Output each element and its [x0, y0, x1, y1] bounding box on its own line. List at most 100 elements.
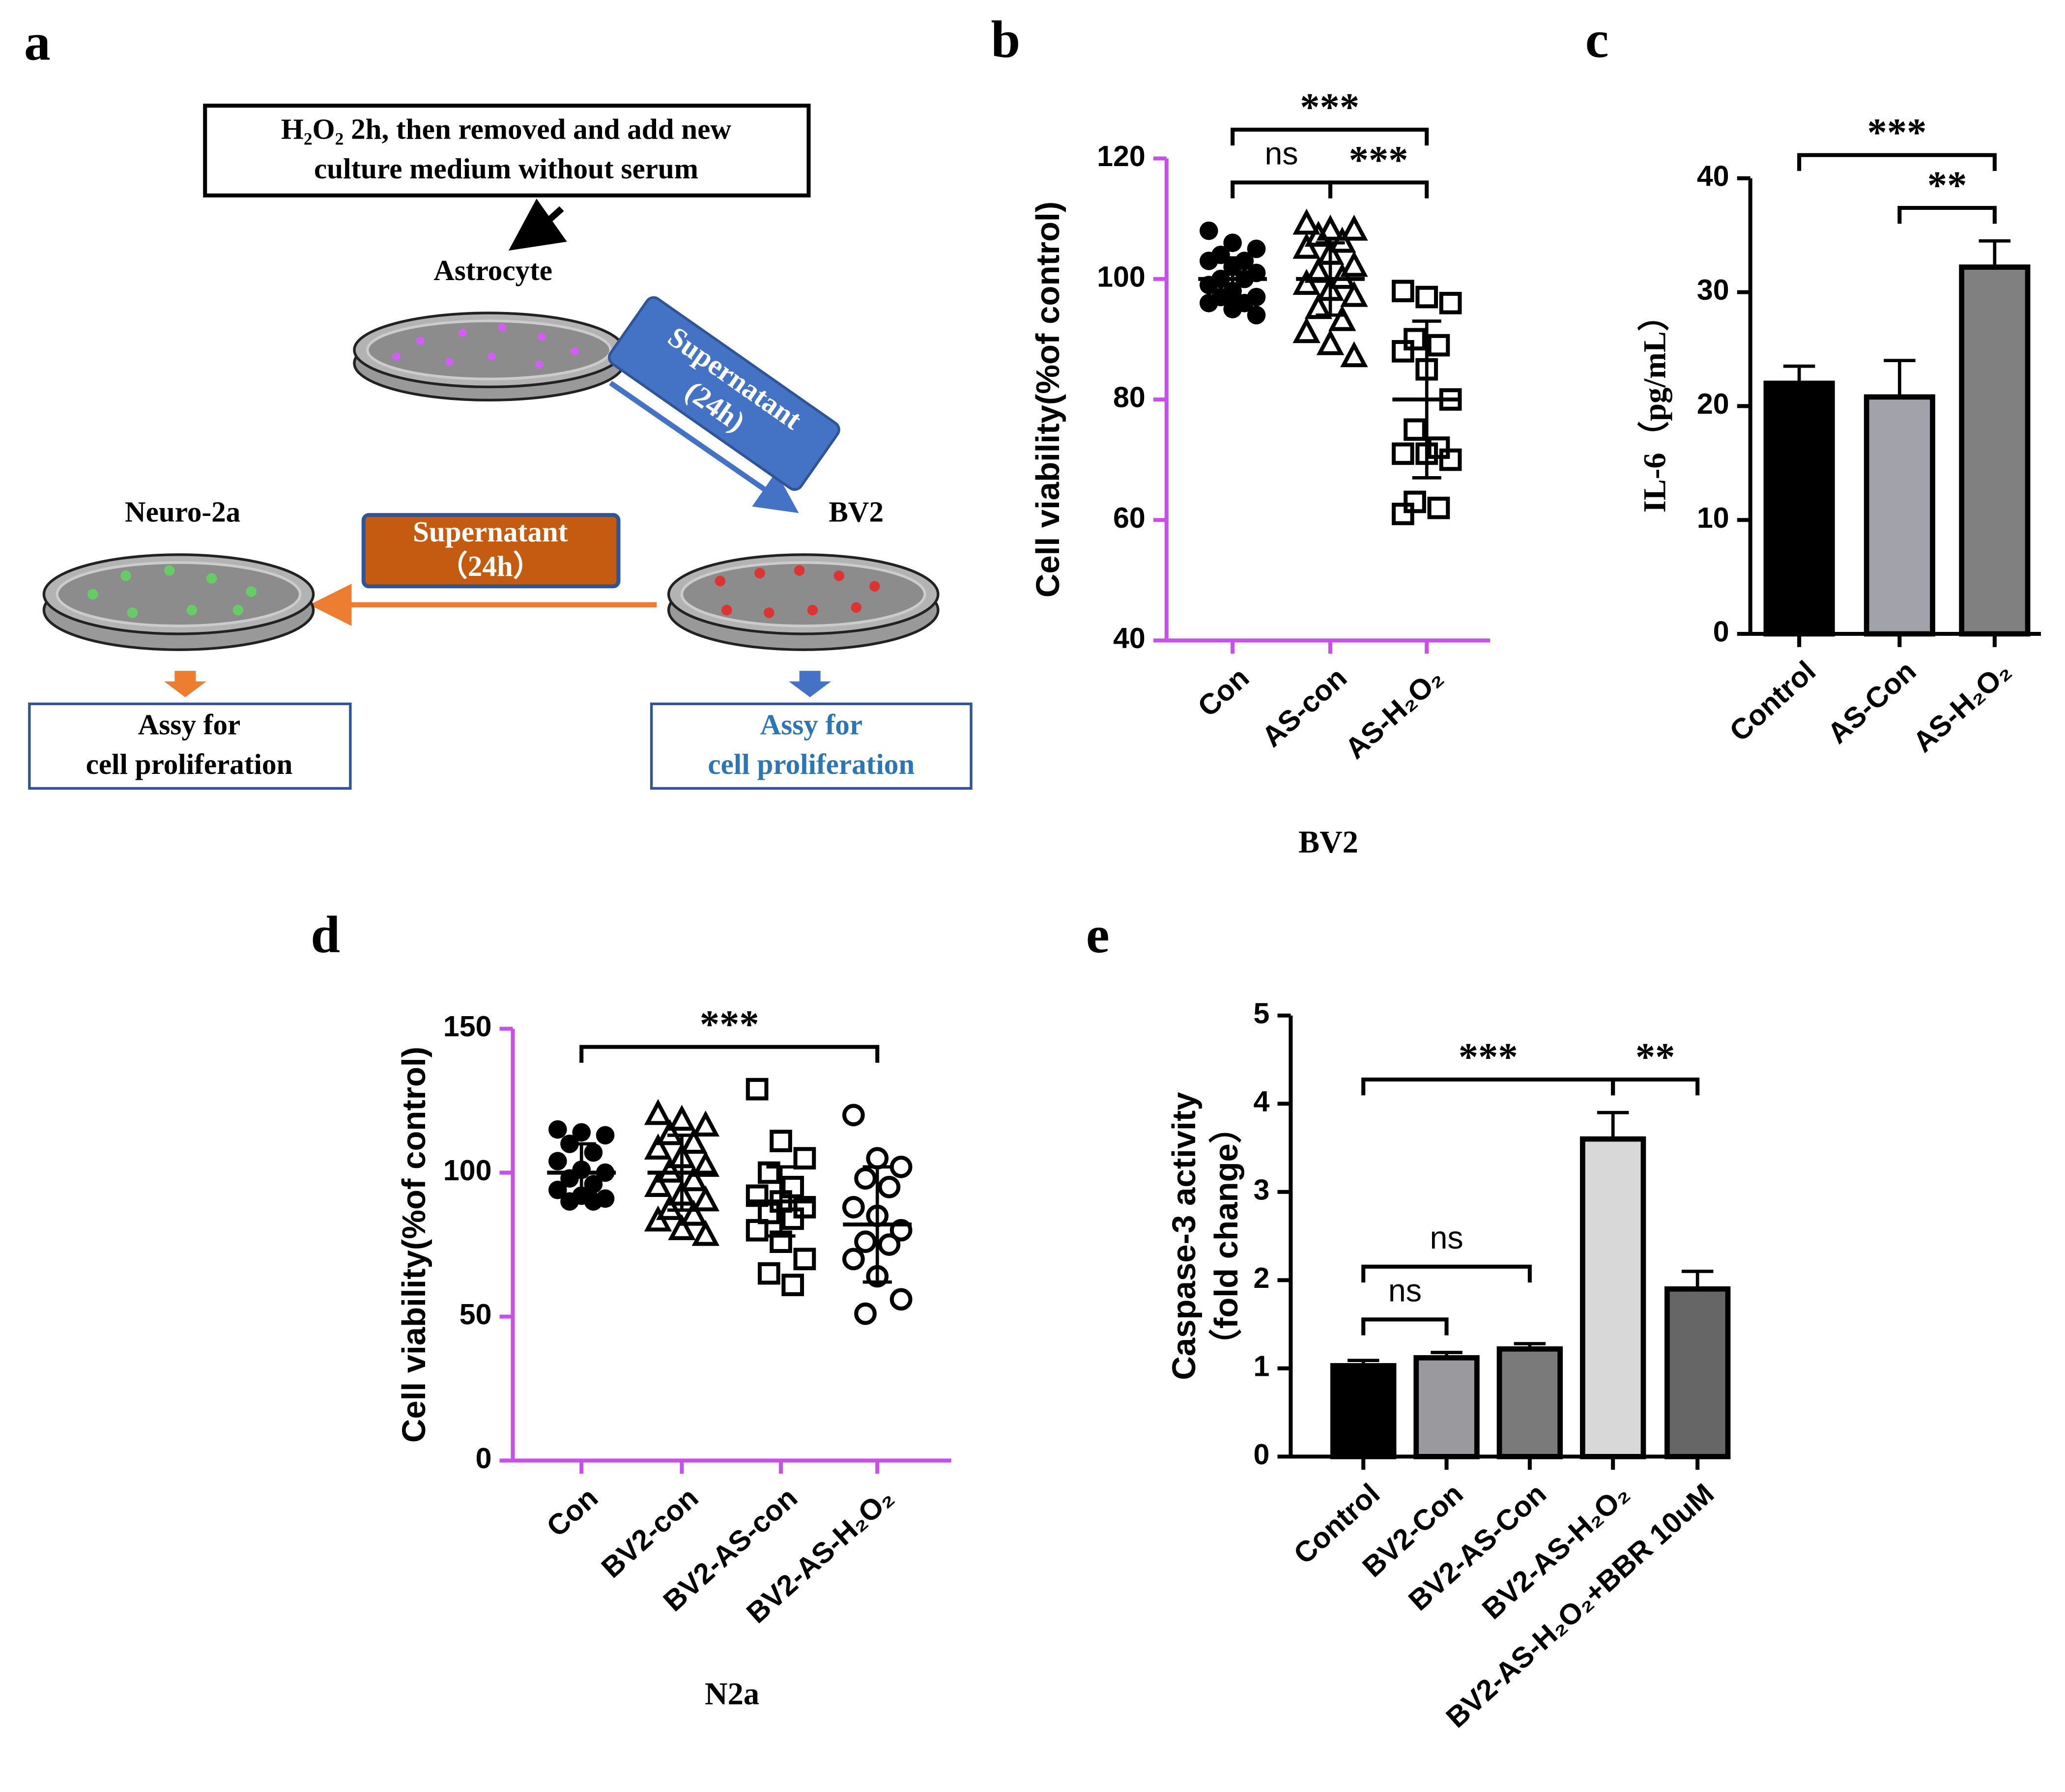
point	[656, 1119, 684, 1145]
significance-label: ***	[1300, 85, 1359, 129]
bar	[1864, 394, 1935, 637]
point	[793, 1196, 816, 1219]
x-tick-label: AS-con	[1255, 661, 1353, 753]
x-axis-label: BV2	[1298, 825, 1358, 859]
point	[1439, 291, 1462, 314]
point	[781, 1274, 804, 1296]
point	[1340, 251, 1368, 277]
significance-bracket	[1897, 206, 1997, 224]
point	[691, 1220, 720, 1246]
bar	[1664, 1286, 1731, 1459]
point	[1304, 221, 1333, 247]
transfer-box	[361, 513, 621, 589]
point	[668, 1214, 696, 1240]
significance-bracket	[1797, 153, 1997, 171]
cell-label: BV2	[829, 496, 884, 528]
significance-label: ns	[1265, 136, 1298, 171]
point	[1404, 490, 1426, 513]
point	[644, 1205, 672, 1232]
significance-label: **	[1927, 164, 1967, 207]
y-tick-label: 100	[443, 1154, 492, 1187]
point	[1247, 306, 1266, 325]
point	[1328, 227, 1356, 253]
significance-bracket	[579, 1045, 880, 1063]
assay-text: cell proliferation	[708, 748, 915, 780]
y-tick-label: 0	[1713, 615, 1729, 648]
point	[781, 1207, 804, 1230]
x-tick-label: BV2-AS-H₂O₂	[1476, 1477, 1635, 1626]
point	[1392, 340, 1414, 363]
y-tick-label: 40	[1113, 622, 1146, 654]
point	[781, 1175, 804, 1198]
point	[1316, 329, 1345, 355]
significance-label: ns	[1430, 1220, 1463, 1255]
significance-bracket	[1611, 1077, 1700, 1096]
point	[1223, 233, 1242, 252]
point	[596, 1126, 615, 1145]
y-tick-label: 0	[476, 1442, 492, 1475]
arrow	[164, 671, 206, 698]
x-tick-label: AS-H₂O₂	[1906, 654, 2017, 758]
point	[1304, 293, 1333, 319]
y-tick-label: 100	[1097, 260, 1146, 293]
point	[854, 1167, 877, 1190]
point	[644, 1171, 672, 1197]
point	[878, 1175, 901, 1198]
x-axis-label: N2a	[705, 1676, 759, 1711]
y-tick-label: 50	[459, 1298, 492, 1331]
point	[746, 1219, 769, 1242]
point	[1404, 418, 1426, 441]
bar	[1763, 380, 1835, 637]
point	[1292, 208, 1320, 235]
point	[1199, 252, 1218, 270]
dish	[353, 312, 625, 402]
point	[644, 1133, 672, 1160]
bar	[1413, 1355, 1480, 1459]
assay-text: Assy for	[138, 708, 241, 740]
assay-text: cell proliferation	[86, 748, 293, 780]
chart: b Cell viability(%of control) BV2 40 60 80 100…	[991, 10, 1491, 859]
assay-box	[28, 702, 352, 790]
assay-text: Assy for	[760, 708, 863, 740]
y-axis-label: Caspase-3 activity	[1166, 1092, 1203, 1380]
y-tick-label: 10	[1697, 501, 1729, 534]
x-tick-label: Con	[1191, 661, 1255, 723]
panel-label: b	[991, 10, 1020, 69]
point	[644, 1099, 672, 1125]
point	[889, 1288, 913, 1311]
bar	[1959, 264, 2031, 637]
point	[1340, 281, 1368, 307]
significance-label: ***	[1349, 138, 1408, 182]
significance-label: **	[1635, 1035, 1675, 1079]
x-tick-label: AS-H₂O₂	[1339, 661, 1449, 765]
point	[1427, 334, 1450, 357]
x-tick-label: AS-Con	[1821, 654, 1922, 750]
point	[1392, 503, 1414, 525]
point	[854, 1230, 877, 1253]
point	[572, 1123, 591, 1142]
x-tick-label: Control	[1723, 654, 1822, 747]
point	[1427, 436, 1450, 459]
point	[1247, 239, 1266, 258]
point	[548, 1120, 567, 1139]
point	[691, 1151, 720, 1177]
significance-label: ***	[1459, 1035, 1518, 1079]
diagram: a H₂O₂ 2h, then removed and add new cult…	[24, 13, 973, 790]
point	[1292, 269, 1320, 295]
cell-label: Neuro-2a	[125, 496, 240, 528]
y-tick-label: 80	[1113, 381, 1146, 414]
point	[878, 1233, 901, 1256]
significance-label: ***	[1867, 111, 1927, 154]
transfer-text: Supernatant	[413, 515, 568, 548]
arrow	[789, 671, 832, 698]
point	[1340, 341, 1368, 368]
point	[548, 1180, 567, 1199]
significance-bracket	[1361, 1317, 1449, 1336]
bar	[1579, 1136, 1646, 1459]
point	[584, 1175, 603, 1194]
significance-bracket	[1231, 180, 1333, 199]
point	[691, 1110, 720, 1137]
